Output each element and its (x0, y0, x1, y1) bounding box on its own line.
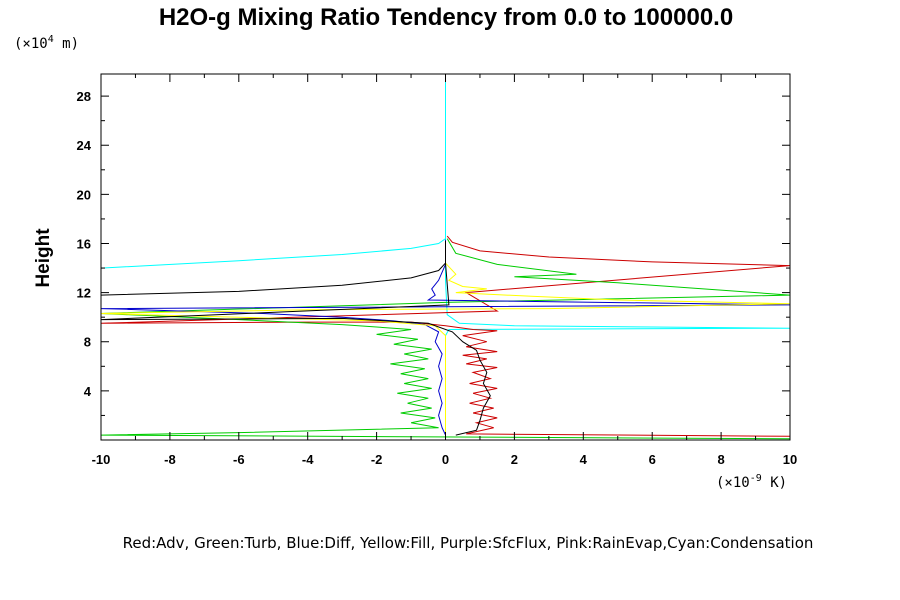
y-tick-label: 4 (84, 384, 92, 399)
series-line (100, 241, 491, 436)
series-line (100, 238, 791, 440)
chart-title: H2O-g Mixing Ratio Tendency from 0.0 to … (159, 4, 733, 31)
x-tick-label: -10 (92, 452, 111, 467)
x-tick-label: 4 (580, 452, 588, 467)
x-tick-label: -2 (371, 452, 383, 467)
legend-text: Red:Adv, Green:Turb, Blue:Diff, Yellow:F… (123, 534, 814, 552)
y-tick-label: 24 (77, 138, 92, 153)
y-units-label: (×104 m) (14, 34, 79, 52)
plot-frame (100, 73, 791, 441)
x-tick-label: -6 (233, 452, 245, 467)
y-tick-label: 20 (77, 187, 91, 202)
y-tick-label: 28 (77, 89, 91, 104)
y-tick-label: 12 (77, 286, 91, 301)
series-line (100, 239, 791, 436)
y-tick-label: 8 (84, 335, 91, 350)
plot-area (100, 74, 791, 440)
y-axis-label: Height (33, 228, 54, 288)
x-tick-label: -4 (302, 452, 314, 467)
x-tick-label: 0 (442, 452, 449, 467)
y-tick-label: 16 (77, 236, 91, 251)
series-line (100, 243, 791, 434)
x-tick-label: 6 (649, 452, 656, 467)
x-tick-label: 8 (717, 452, 724, 467)
x-tick-label: 10 (783, 452, 797, 467)
x-tick-label: -8 (164, 452, 176, 467)
x-units-label: (×10-9 K) (716, 473, 787, 491)
series-line (100, 235, 791, 437)
x-tick-label: 2 (511, 452, 518, 467)
